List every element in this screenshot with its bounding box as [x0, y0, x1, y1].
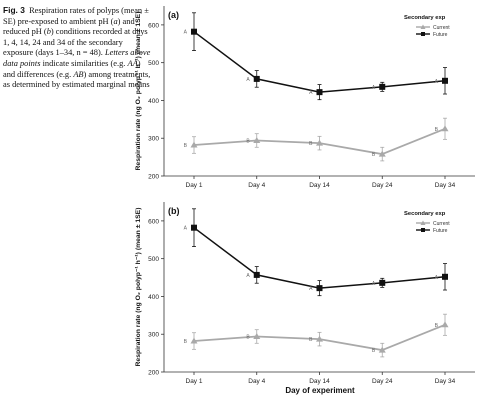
significance-letter: A [309, 286, 313, 292]
significance-letter: B [309, 141, 313, 147]
data-point [253, 75, 260, 82]
legend-title: Secondary exp [404, 211, 446, 217]
data-point [191, 224, 197, 231]
figure-label: Fig. 3 [3, 5, 25, 15]
y-tick-label: 400 [148, 294, 159, 301]
data-point [190, 141, 198, 148]
caption-text: ) and reduced pH ( [3, 16, 135, 37]
data-point [379, 279, 386, 286]
significance-letter: A [435, 79, 439, 85]
data-point [316, 335, 323, 342]
x-tick-label: Day 14 [309, 182, 330, 189]
series-line [193, 31, 446, 93]
significance-letter: B [246, 334, 250, 340]
significance-letter: A [372, 85, 376, 91]
figure-caption: Fig. 3 Respiration rates of polyps (mean… [3, 5, 153, 91]
y-tick-label: 200 [148, 370, 159, 377]
significance-letter: A [246, 77, 250, 83]
data-point [442, 273, 448, 280]
y-tick-label: 500 [148, 256, 159, 263]
significance-letter: B [372, 152, 376, 158]
y-tick-label: 300 [148, 136, 159, 143]
caption-text: ) conditions recorded at days 1, 4, 14, … [3, 27, 148, 58]
y-tick-label: 200 [148, 174, 159, 181]
data-point [441, 321, 449, 328]
x-tick-label: Day 4 [248, 378, 265, 385]
data-point [253, 332, 261, 339]
significance-letter: B [309, 337, 313, 343]
data-point [378, 150, 386, 157]
panel-label: (a) [168, 10, 179, 20]
legend-label: Current [433, 25, 450, 31]
caption-text: ) among treatments, as determined by est… [3, 69, 151, 90]
legend-label: Future [433, 32, 448, 38]
significance-letter: A [372, 281, 376, 287]
caption-italic: a [113, 16, 118, 26]
x-tick-label: Day 1 [186, 182, 203, 189]
significance-letter: A [246, 273, 250, 279]
y-tick-label: 500 [148, 60, 159, 67]
data-point [316, 139, 323, 146]
significance-letter: B [372, 348, 376, 354]
panel-label: (b) [168, 206, 180, 216]
y-tick-label: 400 [148, 98, 159, 105]
legend-swatch-marker [420, 24, 426, 29]
significance-letter: B [435, 323, 439, 329]
significance-letter: A [184, 226, 188, 232]
caption-italic: b [46, 27, 51, 37]
legend-label: Current [433, 221, 450, 227]
significance-letter: A [184, 30, 188, 36]
y-axis-title: Respiration rate (ng O₂ polyp⁻¹ h⁻¹) (me… [135, 208, 142, 367]
significance-letter: B [246, 138, 250, 144]
x-tick-label: Day 34 [435, 182, 456, 189]
x-tick-label: Day 1 [186, 378, 203, 385]
y-tick-label: 300 [148, 332, 159, 339]
data-point [441, 125, 449, 132]
x-tick-label: Day 24 [372, 378, 393, 385]
y-tick-label: 600 [148, 218, 159, 225]
legend-swatch-marker [421, 32, 425, 36]
data-point [379, 83, 386, 90]
x-tick-label: Day 24 [372, 182, 393, 189]
data-point [190, 337, 198, 344]
legend-swatch-marker [420, 220, 426, 225]
data-point [316, 285, 323, 292]
significance-letter: B [435, 127, 439, 133]
significance-letter: B [184, 339, 188, 345]
significance-letter: B [184, 143, 188, 149]
legend-title: Secondary exp [404, 15, 446, 21]
series-line [193, 227, 446, 289]
x-tick-label: Day 14 [309, 378, 330, 385]
x-tick-label: Day 4 [248, 182, 265, 189]
y-axis-title: Respiration rate (ng O₂ polyp⁻¹ h⁻¹) (me… [135, 12, 142, 171]
caption-text: ) and differences (e.g. [3, 58, 141, 79]
data-point [191, 28, 197, 35]
legend-label: Future [433, 228, 448, 234]
caption-text: indicate similarities (e.g. [40, 58, 128, 68]
x-tick-label: Day 34 [435, 378, 456, 385]
caption-italic: Letters above data points [3, 48, 151, 68]
y-tick-label: 600 [148, 22, 159, 29]
data-point [253, 136, 261, 143]
significance-letter: A [309, 90, 313, 96]
data-point [378, 346, 386, 353]
data-point [253, 271, 260, 278]
significance-letter: A [435, 275, 439, 281]
caption-italic: AA [127, 58, 138, 68]
data-point [316, 89, 323, 96]
caption-italic: AB [73, 69, 84, 79]
x-axis-title: Day of experiment [285, 386, 355, 395]
legend-swatch-marker [421, 228, 425, 232]
caption-text: Respiration rates of polyps (mean ± SE) … [3, 6, 149, 26]
data-point [442, 77, 448, 84]
